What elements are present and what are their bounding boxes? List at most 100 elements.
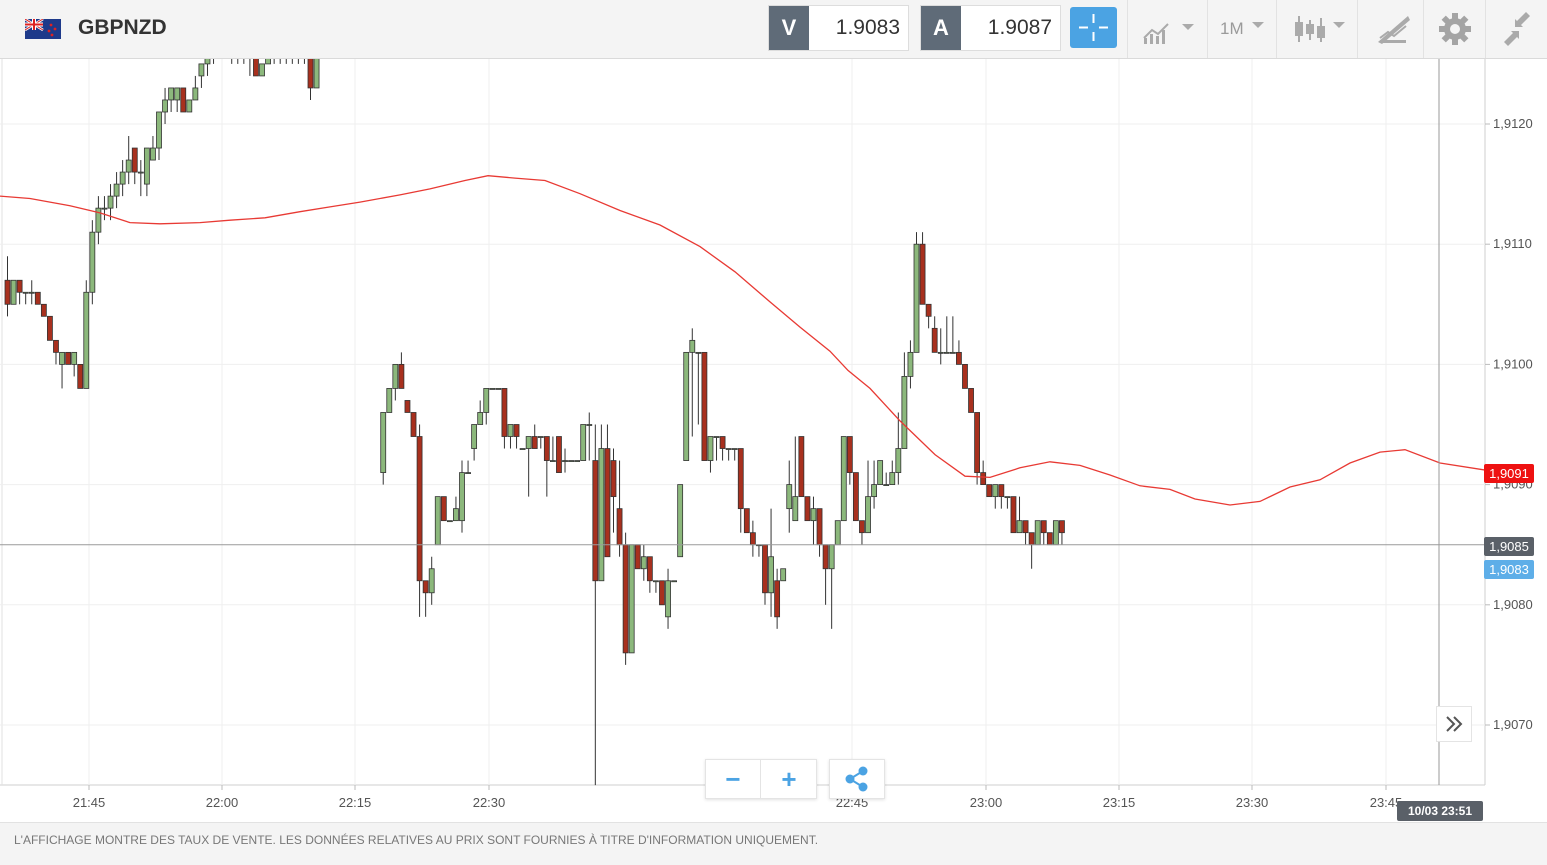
x-tick-label: 22:00 bbox=[206, 795, 239, 810]
candle-body-up bbox=[689, 339, 696, 353]
candle-body-down bbox=[956, 351, 962, 365]
candle-body-up bbox=[937, 351, 944, 354]
candle bbox=[259, 63, 265, 77]
candle bbox=[501, 388, 508, 449]
draw-tools-button[interactable] bbox=[1357, 0, 1423, 58]
candle-body-up bbox=[665, 580, 671, 618]
candle bbox=[95, 196, 102, 245]
y-tick-label: 1,9120 bbox=[1493, 116, 1533, 131]
candle-body-up bbox=[10, 279, 17, 305]
candle-body-up bbox=[101, 207, 108, 210]
candle bbox=[253, 59, 259, 77]
candle-body-down bbox=[968, 388, 974, 413]
x-tick-label: 23:15 bbox=[1103, 795, 1136, 810]
candle bbox=[495, 388, 502, 390]
settings-button[interactable] bbox=[1423, 0, 1485, 58]
sell-price-button[interactable]: V 1.9083 bbox=[768, 5, 909, 51]
candle-body-up bbox=[834, 520, 841, 546]
candle bbox=[562, 448, 568, 473]
candle-body-up bbox=[598, 448, 605, 582]
candle bbox=[550, 436, 556, 462]
y-tick-label: 1,9070 bbox=[1493, 717, 1533, 732]
candle-body-up bbox=[143, 147, 150, 185]
moving-average-line bbox=[0, 175, 1487, 506]
share-icon bbox=[845, 766, 868, 792]
candle-body-down bbox=[980, 472, 987, 485]
candle-body-up bbox=[150, 147, 156, 161]
candle-body-down bbox=[4, 279, 11, 305]
candle-body-down bbox=[604, 448, 611, 558]
candle bbox=[677, 484, 684, 558]
candle-style-button[interactable] bbox=[1276, 0, 1357, 58]
candle bbox=[28, 280, 35, 305]
candle bbox=[428, 556, 435, 605]
candle-body-up bbox=[537, 436, 544, 438]
candle-body-down bbox=[762, 544, 768, 594]
candle bbox=[156, 111, 162, 161]
candle-body-down bbox=[1046, 532, 1053, 546]
candle bbox=[1046, 532, 1053, 546]
scroll-to-latest-button[interactable] bbox=[1436, 706, 1472, 742]
candle bbox=[792, 436, 799, 522]
candle bbox=[243, 59, 245, 64]
candle bbox=[871, 460, 877, 509]
candle-body-up bbox=[731, 448, 738, 450]
candle bbox=[410, 412, 417, 437]
candle bbox=[628, 544, 635, 654]
candle-body-up bbox=[768, 556, 774, 594]
candle-body-up bbox=[59, 351, 65, 365]
candle bbox=[174, 87, 181, 112]
candle bbox=[168, 87, 175, 112]
candle bbox=[592, 424, 599, 786]
candle bbox=[71, 351, 78, 377]
share-button[interactable] bbox=[829, 759, 885, 799]
x-tick-label: 21:45 bbox=[73, 795, 106, 810]
candle-body-up bbox=[495, 388, 502, 390]
zoom-controls: − + bbox=[705, 759, 817, 799]
candle-body-up bbox=[725, 448, 732, 450]
candle bbox=[525, 436, 532, 497]
zoom-in-button[interactable]: + bbox=[781, 764, 797, 794]
candle-body-up bbox=[713, 436, 720, 438]
timeframe-dropdown[interactable]: 1M bbox=[1207, 0, 1276, 58]
candle-body-up bbox=[477, 412, 484, 425]
candle bbox=[16, 279, 23, 305]
candle-body-up bbox=[628, 544, 635, 654]
candle bbox=[974, 412, 980, 485]
candle bbox=[822, 544, 829, 605]
candle-body-up bbox=[907, 351, 914, 377]
candle bbox=[877, 460, 884, 485]
candle bbox=[665, 568, 671, 629]
candle bbox=[10, 279, 17, 305]
price-chart[interactable]: 1,9120 1,9110 1,9100 1,9090 1,9080 1,9070 21:… bbox=[0, 59, 1547, 822]
candle-body-down bbox=[634, 544, 641, 570]
candle bbox=[279, 59, 281, 64]
candle-body-down bbox=[616, 508, 623, 546]
buy-price-button[interactable]: A 1.9087 bbox=[920, 5, 1061, 51]
timeframe-label: 1M bbox=[1220, 19, 1244, 38]
candle-body-up bbox=[653, 580, 659, 583]
candle-body-up bbox=[889, 472, 896, 485]
candle-body-down bbox=[931, 327, 938, 353]
candle bbox=[398, 352, 405, 389]
candle-body-up bbox=[865, 496, 871, 534]
candle bbox=[65, 351, 71, 365]
candle bbox=[1059, 520, 1065, 545]
x-tick-label: 22:15 bbox=[339, 795, 372, 810]
zoom-out-button[interactable]: − bbox=[706, 760, 761, 798]
candle bbox=[731, 448, 738, 461]
candle-body-down bbox=[440, 496, 447, 522]
chart-type-button[interactable] bbox=[1127, 0, 1207, 58]
candle bbox=[853, 472, 859, 522]
candle bbox=[725, 448, 732, 461]
collapse-button[interactable] bbox=[1485, 0, 1547, 58]
candle-body-up bbox=[483, 388, 490, 413]
crosshair-button[interactable] bbox=[1070, 7, 1117, 48]
candle-body-up bbox=[707, 436, 714, 461]
candle-body-up bbox=[434, 496, 441, 546]
candle bbox=[113, 172, 120, 209]
candle bbox=[1040, 520, 1047, 545]
footer: L'AFFICHAGE MONTRE DES TAUX DE VENTE. LE… bbox=[0, 822, 1547, 865]
